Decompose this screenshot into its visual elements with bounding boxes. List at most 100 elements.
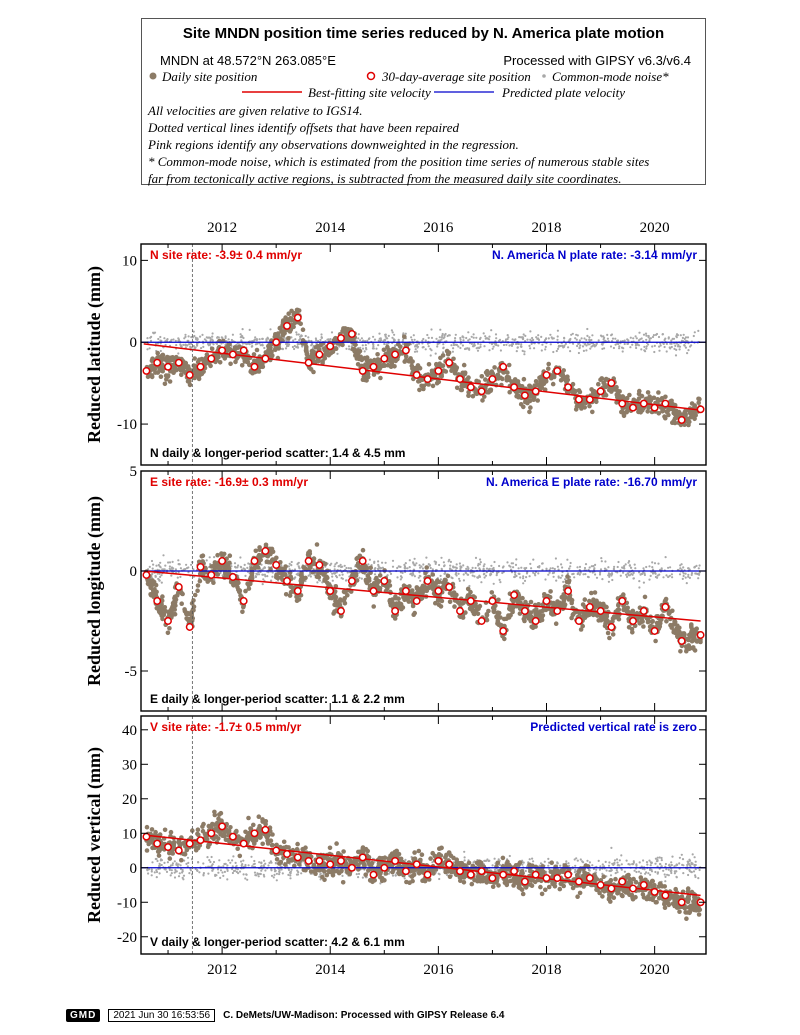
daily-point xyxy=(537,375,542,381)
common-mode-point xyxy=(537,334,540,337)
daily-point xyxy=(610,618,615,624)
daily-point xyxy=(528,610,534,615)
common-mode-point xyxy=(586,575,590,579)
common-mode-point xyxy=(643,345,646,348)
common-mode-point xyxy=(379,571,382,574)
common-mode-point xyxy=(430,349,433,352)
common-mode-point xyxy=(584,563,588,566)
common-mode-point xyxy=(295,346,298,349)
daily-point xyxy=(325,580,330,586)
daily-point xyxy=(551,374,557,380)
daily-point xyxy=(689,638,695,644)
common-mode-point xyxy=(148,347,151,350)
common-mode-point xyxy=(593,567,596,570)
daily-point xyxy=(423,570,428,576)
common-mode-point xyxy=(375,347,378,350)
common-mode-point xyxy=(379,567,383,570)
common-mode-point xyxy=(662,342,665,345)
common-mode-point xyxy=(680,563,683,566)
daily-point xyxy=(443,369,449,374)
common-mode-point xyxy=(205,336,208,339)
common-mode-point xyxy=(580,337,583,340)
legend-best-fit: Best-fitting site velocity xyxy=(308,85,431,100)
common-mode-point xyxy=(149,336,152,339)
common-mode-point xyxy=(518,336,521,339)
daily-point xyxy=(589,590,594,596)
daily-point xyxy=(642,594,648,600)
daily-point xyxy=(354,556,360,561)
daily-point xyxy=(675,630,681,635)
common-mode-point xyxy=(697,329,700,332)
common-mode-point xyxy=(472,336,475,339)
common-mode-point xyxy=(517,572,520,575)
note-4: * Common-mode noise, which is estimated … xyxy=(148,154,650,169)
common-mode-point xyxy=(555,349,558,353)
common-mode-point xyxy=(184,335,187,338)
common-mode-point xyxy=(547,573,550,576)
common-mode-point xyxy=(254,575,257,579)
common-mode-point xyxy=(698,571,702,574)
common-mode-point xyxy=(631,573,634,576)
daily-point xyxy=(641,624,646,629)
daily-point xyxy=(392,364,397,369)
avg30-point xyxy=(207,354,216,363)
daily-point xyxy=(492,365,497,370)
daily-point xyxy=(166,613,172,619)
common-mode-point xyxy=(341,573,344,576)
common-mode-point xyxy=(179,575,182,579)
common-mode-point xyxy=(400,576,403,579)
daily-point xyxy=(535,382,540,388)
common-mode-point xyxy=(184,333,187,336)
common-mode-point xyxy=(422,346,425,349)
common-mode-point xyxy=(297,561,300,564)
common-mode-point xyxy=(267,337,270,340)
daily-point xyxy=(543,607,549,613)
daily-point xyxy=(391,602,396,608)
common-mode-point xyxy=(555,579,558,582)
daily-point xyxy=(610,632,616,637)
common-mode-point xyxy=(681,858,685,861)
common-mode-point xyxy=(511,566,515,569)
common-mode-point xyxy=(531,336,534,340)
common-mode-point xyxy=(581,345,585,348)
common-mode-point xyxy=(293,347,296,351)
common-mode-point xyxy=(515,558,518,561)
common-mode-point xyxy=(498,578,501,582)
common-mode-point xyxy=(471,574,474,577)
daily-point xyxy=(309,348,315,354)
common-mode-point xyxy=(320,336,323,339)
daily-point xyxy=(155,350,160,356)
common-mode-point xyxy=(449,564,452,567)
avg30-point xyxy=(142,571,151,579)
common-mode-point xyxy=(497,344,500,347)
daily-point xyxy=(342,596,348,601)
daily-point xyxy=(190,607,196,612)
common-mode-point xyxy=(443,564,446,567)
common-mode-point xyxy=(675,335,678,338)
daily-point xyxy=(475,611,481,616)
common-mode-point xyxy=(681,577,684,581)
common-mode-point xyxy=(443,334,446,337)
common-mode-point xyxy=(182,343,185,346)
avg30-point xyxy=(553,366,562,375)
common-mode-point xyxy=(635,346,638,350)
common-mode-point xyxy=(614,343,617,346)
common-mode-point xyxy=(377,560,380,563)
daily-point xyxy=(268,566,273,572)
legend-predicted: Predicted plate velocity xyxy=(502,85,625,100)
avg30-point xyxy=(250,362,259,371)
common-mode-point xyxy=(319,338,322,341)
daily-point xyxy=(267,560,273,565)
daily-point xyxy=(371,604,377,609)
common-mode-point xyxy=(155,564,158,567)
avg30-point xyxy=(677,416,686,424)
common-mode-point xyxy=(551,567,554,570)
common-mode-point xyxy=(164,343,167,347)
common-mode-point xyxy=(190,563,193,566)
common-mode-point xyxy=(612,346,616,350)
daily-point xyxy=(566,596,571,601)
avg30-point xyxy=(434,366,443,375)
common-mode-point xyxy=(517,567,520,570)
daily-point xyxy=(491,606,497,612)
